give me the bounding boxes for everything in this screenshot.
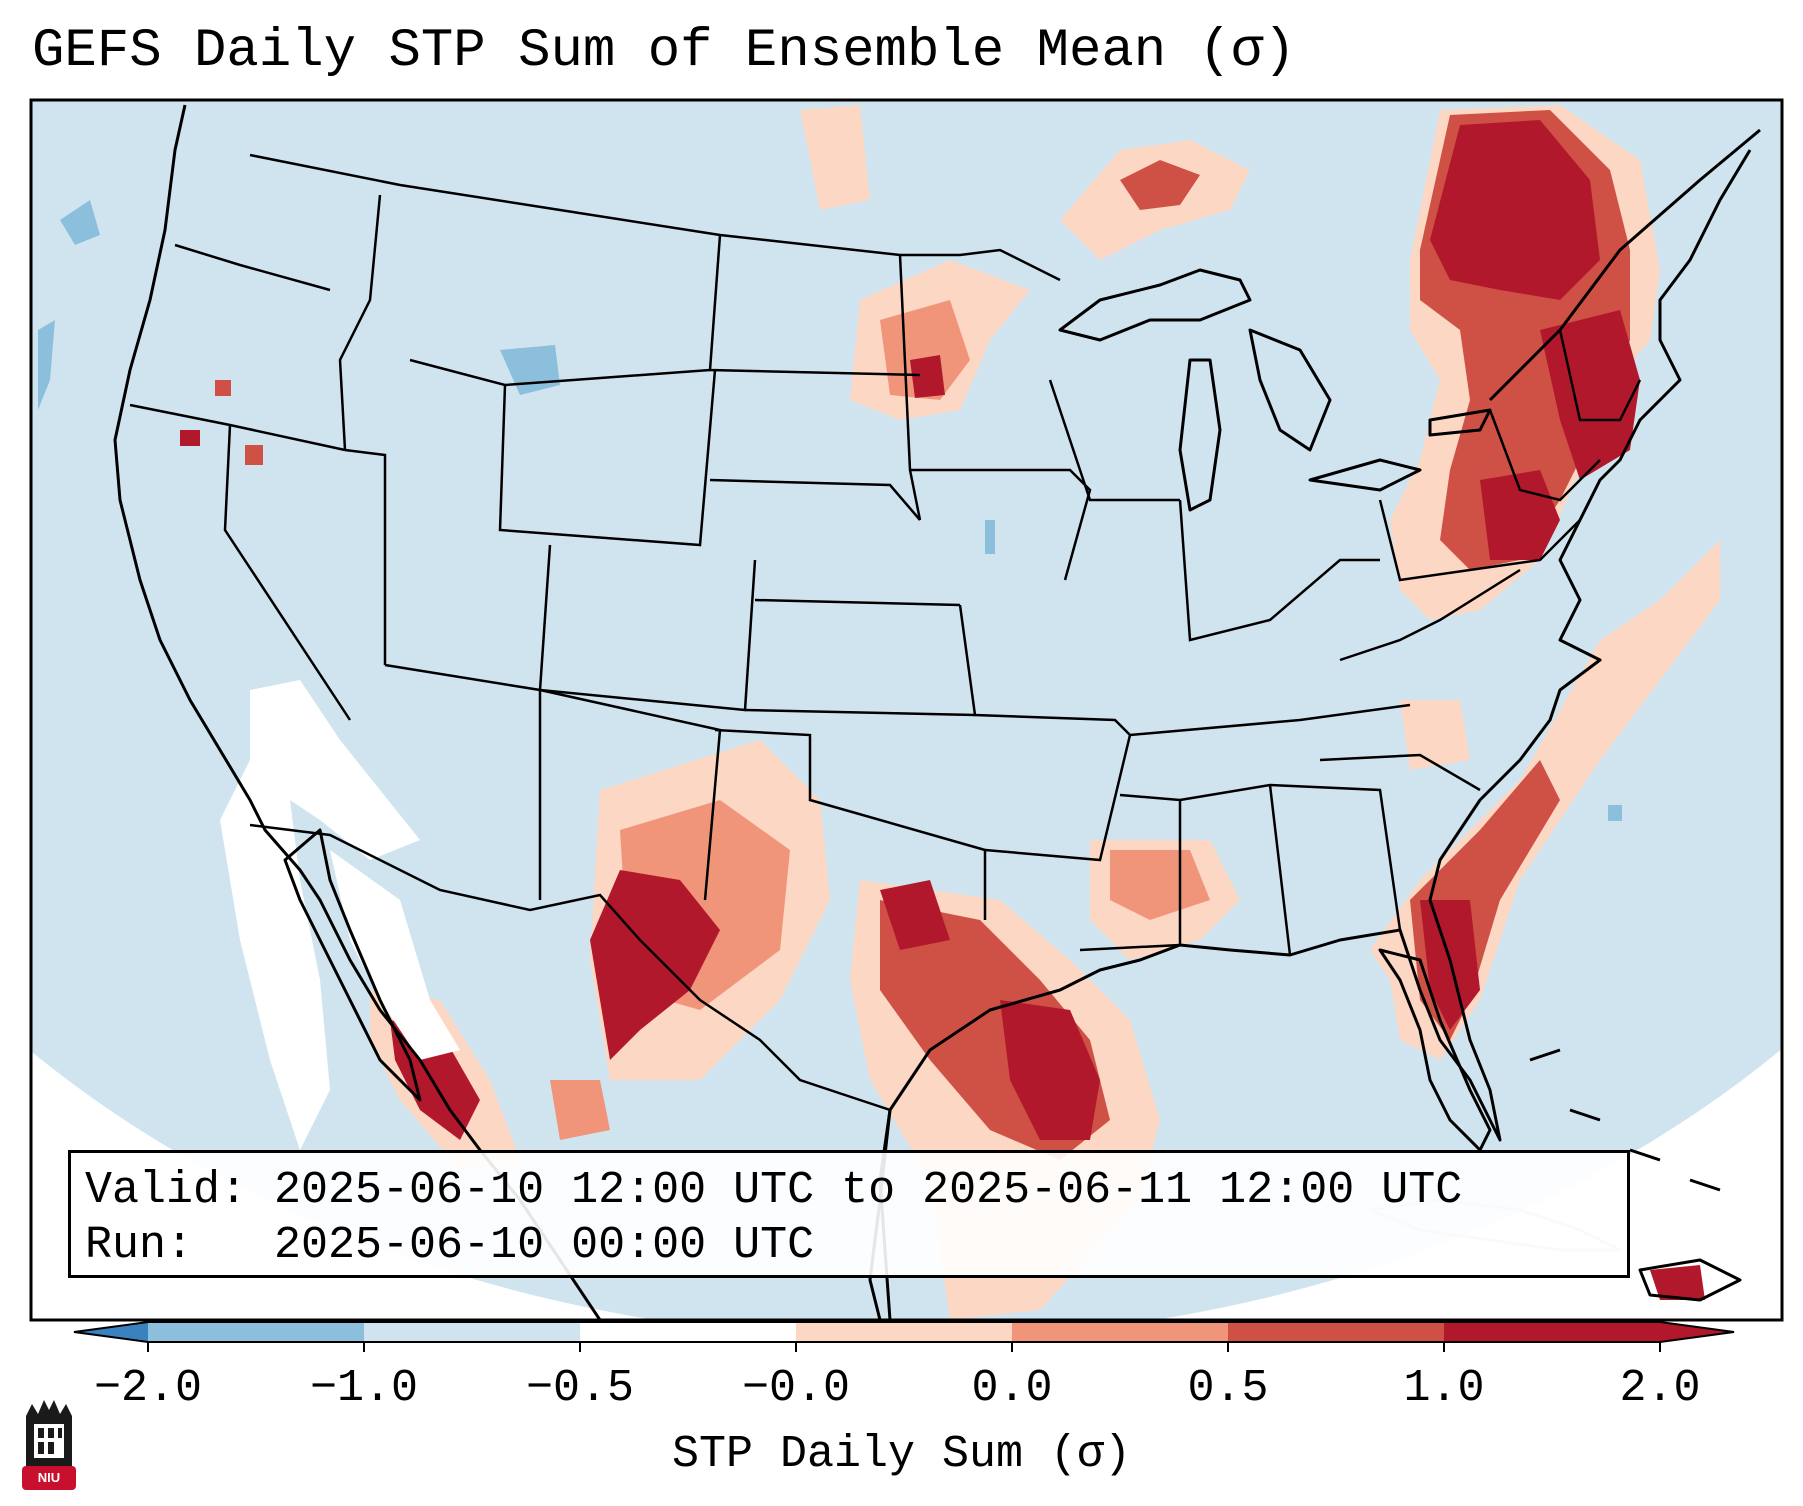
mid-atlantic-core	[1480, 470, 1560, 560]
border-ia-mo	[910, 468, 1092, 581]
border-ms-al-ga	[1179, 783, 1402, 931]
border-nv-ca	[223, 424, 352, 721]
valid-line: Valid: 2025-06-10 12:00 UTC to 2025-06-1…	[85, 1165, 1463, 1216]
colorbar-segment	[1228, 1322, 1445, 1342]
border-ut-nv	[344, 448, 387, 665]
colorbar-segment	[1012, 1322, 1229, 1342]
st-lawrence	[1488, 128, 1761, 402]
colorbar-segment	[1444, 1322, 1661, 1342]
colorbar-segment	[796, 1322, 1013, 1342]
us-mexico-border	[249, 823, 891, 1112]
colorbar-tick-label: 0.0	[971, 1363, 1053, 1414]
baja-california	[283, 828, 422, 1102]
gulf-of-california-neutral	[330, 850, 460, 1060]
colorbar-tick-label: −0.0	[741, 1363, 851, 1414]
lower-ms-mid	[1110, 850, 1210, 920]
colorbar-label: STP Daily Sum (σ)	[671, 1429, 1132, 1480]
border-nc-sc	[1319, 753, 1481, 792]
oregon-spot	[245, 445, 263, 465]
bahamas	[1529, 1048, 1721, 1192]
baja-neutral	[220, 680, 420, 1150]
colorbar-extend-low	[74, 1322, 148, 1342]
validity-box: Valid: 2025-06-10 12:00 UTC to 2025-06-1…	[68, 1150, 1630, 1278]
colorbar-tick-label: −1.0	[309, 1363, 419, 1414]
border-ok-tx	[714, 728, 987, 920]
border-ny	[1488, 409, 1601, 502]
lake-superior	[1058, 268, 1252, 342]
canada-us-border	[249, 153, 1061, 282]
border-sd-ne	[709, 478, 921, 521]
lake-erie	[1308, 458, 1422, 492]
mexico-central-mid	[550, 1080, 610, 1140]
projection-domain	[31, 100, 1782, 1320]
logo-text: NIU	[37, 1470, 61, 1485]
border-nd-sd	[708, 234, 921, 377]
state-borders	[129, 153, 1642, 1112]
caribbean-core	[1650, 1265, 1705, 1300]
border-ne-ks	[754, 598, 961, 607]
run-line: Run: 2025-06-10 00:00 UTC	[85, 1220, 815, 1271]
us-west-coast	[113, 104, 602, 1320]
nd-low	[800, 105, 870, 210]
mn-core	[910, 355, 945, 398]
border-wa-or	[174, 243, 331, 292]
colorbar-segment	[364, 1322, 581, 1342]
border-tn-ky	[1129, 703, 1411, 737]
border-ar-la	[984, 734, 1132, 862]
gulf-core	[1000, 1000, 1100, 1140]
border-wy	[498, 369, 717, 547]
border-al	[1268, 784, 1292, 956]
colorbar	[73, 1321, 1735, 1352]
northeast-core	[1430, 120, 1600, 300]
hispaniola	[1638, 1258, 1742, 1302]
border-ks-ok	[744, 708, 976, 717]
iowa-negative	[985, 520, 995, 554]
texas-west-core	[590, 870, 720, 1060]
border-pa-ny	[1378, 499, 1581, 582]
border-mo-ar	[958, 604, 1131, 736]
border-il-in-oh	[1178, 499, 1380, 642]
border-co	[538, 544, 757, 712]
colorbar-segment	[148, 1322, 365, 1342]
border-new-england	[1558, 329, 1642, 422]
map-frame	[29, 98, 1784, 1322]
niu-logo-icon	[22, 1400, 76, 1490]
oregon-spot	[180, 430, 200, 446]
chart-title: GEFS Daily STP Sum of Ensemble Mean (σ)	[32, 21, 1296, 82]
gulf-coast	[878, 149, 1752, 1320]
border-la-ms	[1079, 793, 1182, 952]
atlantic-negative	[1608, 805, 1622, 821]
border-va	[1339, 568, 1521, 662]
colorbar-tick-label: 0.5	[1187, 1363, 1269, 1414]
border-wi-il	[1048, 379, 1180, 502]
colorbar-tick-label: −2.0	[93, 1363, 203, 1414]
ontario-mid	[1120, 160, 1200, 210]
east-tx-core	[880, 880, 950, 950]
colorbar-tick-label: −0.5	[525, 1363, 635, 1414]
colorbar-tick-label: 2.0	[1619, 1363, 1701, 1414]
lake-ontario	[1428, 408, 1492, 437]
colorbar-segment	[580, 1322, 797, 1342]
lake-michigan	[1178, 358, 1222, 512]
colorbar-extend-high	[1660, 1322, 1734, 1342]
border-id-west	[338, 194, 382, 451]
pacific-negative	[38, 320, 55, 410]
pacific-negative	[60, 200, 100, 245]
lake-huron	[1248, 328, 1332, 452]
carolina-low	[1400, 700, 1470, 770]
colorbar-tick-label: 1.0	[1403, 1363, 1485, 1414]
coastlines	[113, 104, 1761, 1320]
oregon-spot	[215, 380, 231, 396]
